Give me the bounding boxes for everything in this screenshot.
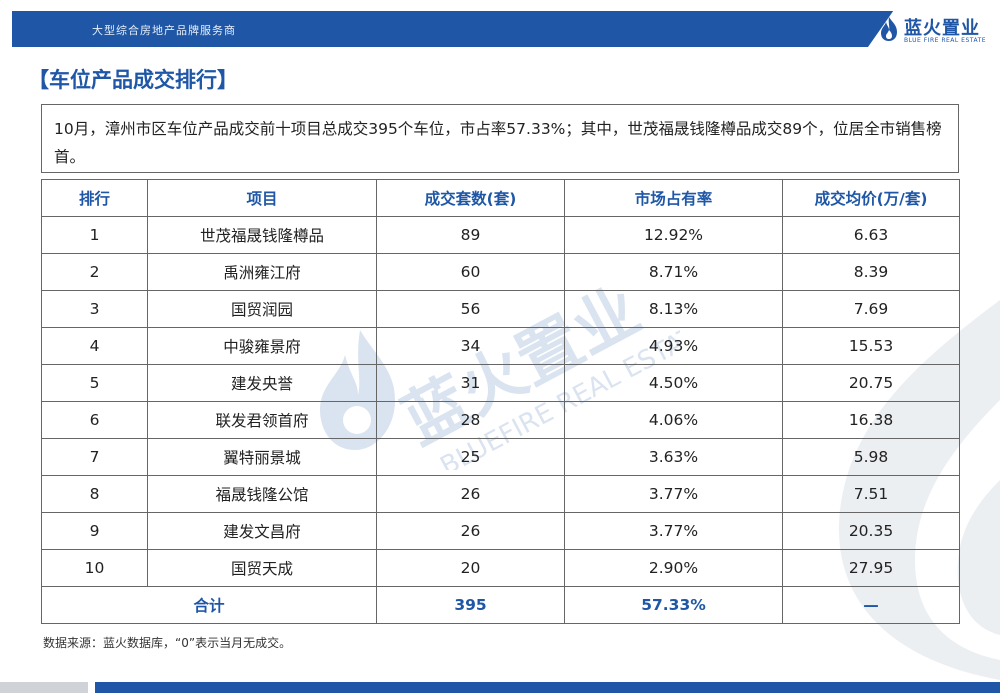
cell-rank: 7 — [41, 438, 148, 476]
table-row: 6 联发君领首府 28 4.06% 16.38 — [41, 401, 960, 439]
cell-share: 8.71% — [564, 253, 783, 291]
table-row: 10 国贸天成 20 2.90% 27.95 — [41, 549, 960, 587]
cell-share: 4.50% — [564, 364, 783, 402]
cell-share: 4.06% — [564, 401, 783, 439]
cell-units: 26 — [376, 512, 565, 550]
flame-logo-icon — [881, 17, 897, 41]
cell-units: 34 — [376, 327, 565, 365]
cell-rank: 8 — [41, 475, 148, 513]
cell-rank: 1 — [41, 216, 148, 254]
header-bar — [12, 11, 862, 47]
cell-share: 3.77% — [564, 475, 783, 513]
cell-units: 25 — [376, 438, 565, 476]
cell-price: 27.95 — [782, 549, 960, 587]
cell-share: 3.77% — [564, 512, 783, 550]
cell-rank: 6 — [41, 401, 148, 439]
cell-rank: 10 — [41, 549, 148, 587]
cell-share: 2.90% — [564, 549, 783, 587]
table-row: 1 世茂福晟钱隆樽品 89 12.92% 6.63 — [41, 216, 960, 254]
footer-bar — [95, 682, 1000, 693]
cell-price: 7.69 — [782, 290, 960, 328]
footer-bar-gray — [0, 682, 88, 693]
logo-text-en: BLUE FIRE REAL ESTATE — [904, 37, 987, 44]
cell-project: 国贸天成 — [147, 549, 377, 587]
cell-units: 60 — [376, 253, 565, 291]
source-note: 数据来源：蓝火数据库，“0”表示当月无成交。 — [43, 636, 292, 650]
cell-price: 8.39 — [782, 253, 960, 291]
table-row: 7 翼特丽景城 25 3.63% 5.98 — [41, 438, 960, 476]
cell-project: 国贸润园 — [147, 290, 377, 328]
logo-text-cn: 蓝火置业 — [904, 18, 980, 39]
ranking-table: 排行 项目 成交套数(套) 市场占有率 成交均价(万/套) 1 世茂福晟钱隆樽品 8… — [41, 179, 960, 624]
table-total-row: 合计 395 57.33% — — [41, 586, 960, 624]
cell-share: 3.63% — [564, 438, 783, 476]
cell-units: 31 — [376, 364, 565, 402]
table-row: 3 国贸润园 56 8.13% 7.69 — [41, 290, 960, 328]
table-header-row: 排行 项目 成交套数(套) 市场占有率 成交均价(万/套) — [41, 179, 960, 217]
cell-units: 28 — [376, 401, 565, 439]
table-body: 1 世茂福晟钱隆樽品 89 12.92% 6.63 2 禹洲雍江府 60 8.71% 8.39 3 国… — [41, 216, 960, 587]
cell-share: 4.93% — [564, 327, 783, 365]
header-tagline: 大型综合房地产品牌服务商 — [92, 24, 236, 37]
cell-project: 福晟钱隆公馆 — [147, 475, 377, 513]
table-row: 8 福晟钱隆公馆 26 3.77% 7.51 — [41, 475, 960, 513]
cell-price: 5.98 — [782, 438, 960, 476]
total-label: 合计 — [41, 586, 377, 624]
cell-rank: 2 — [41, 253, 148, 291]
total-share: 57.33% — [564, 586, 783, 624]
cell-price: 6.63 — [782, 216, 960, 254]
cell-price: 7.51 — [782, 475, 960, 513]
cell-project: 禹洲雍江府 — [147, 253, 377, 291]
cell-units: 56 — [376, 290, 565, 328]
cell-rank: 3 — [41, 290, 148, 328]
header-price: 成交均价(万/套) — [782, 179, 960, 217]
cell-share: 12.92% — [564, 216, 783, 254]
page-title: 【车位产品成交排行】 — [28, 68, 238, 92]
cell-rank: 9 — [41, 512, 148, 550]
table-row: 5 建发央誉 31 4.50% 20.75 — [41, 364, 960, 402]
cell-project: 建发央誉 — [147, 364, 377, 402]
header-units: 成交套数(套) — [376, 179, 565, 217]
cell-rank: 5 — [41, 364, 148, 402]
cell-project: 中骏雍景府 — [147, 327, 377, 365]
header-project: 项目 — [147, 179, 377, 217]
cell-project: 联发君领首府 — [147, 401, 377, 439]
table-row: 9 建发文昌府 26 3.77% 20.35 — [41, 512, 960, 550]
table-row: 2 禹洲雍江府 60 8.71% 8.39 — [41, 253, 960, 291]
table-row: 4 中骏雍景府 34 4.93% 15.53 — [41, 327, 960, 365]
brand-logo: 蓝火置业 BLUE FIRE REAL ESTATE — [878, 14, 990, 46]
total-price: — — [782, 586, 960, 624]
cell-price: 20.75 — [782, 364, 960, 402]
cell-units: 89 — [376, 216, 565, 254]
header-share: 市场占有率 — [564, 179, 783, 217]
cell-price: 20.35 — [782, 512, 960, 550]
cell-price: 15.53 — [782, 327, 960, 365]
cell-price: 16.38 — [782, 401, 960, 439]
cell-units: 20 — [376, 549, 565, 587]
summary-text: 10月，漳州市区车位产品成交前十项目总成交395个车位，市占率57.33%；其中… — [54, 120, 942, 166]
cell-share: 8.13% — [564, 290, 783, 328]
cell-rank: 4 — [41, 327, 148, 365]
cell-project: 建发文昌府 — [147, 512, 377, 550]
cell-project: 世茂福晟钱隆樽品 — [147, 216, 377, 254]
summary-box: 10月，漳州市区车位产品成交前十项目总成交395个车位，市占率57.33%；其中… — [41, 104, 959, 173]
total-units: 395 — [376, 586, 565, 624]
cell-units: 26 — [376, 475, 565, 513]
cell-project: 翼特丽景城 — [147, 438, 377, 476]
header-rank: 排行 — [41, 179, 148, 217]
